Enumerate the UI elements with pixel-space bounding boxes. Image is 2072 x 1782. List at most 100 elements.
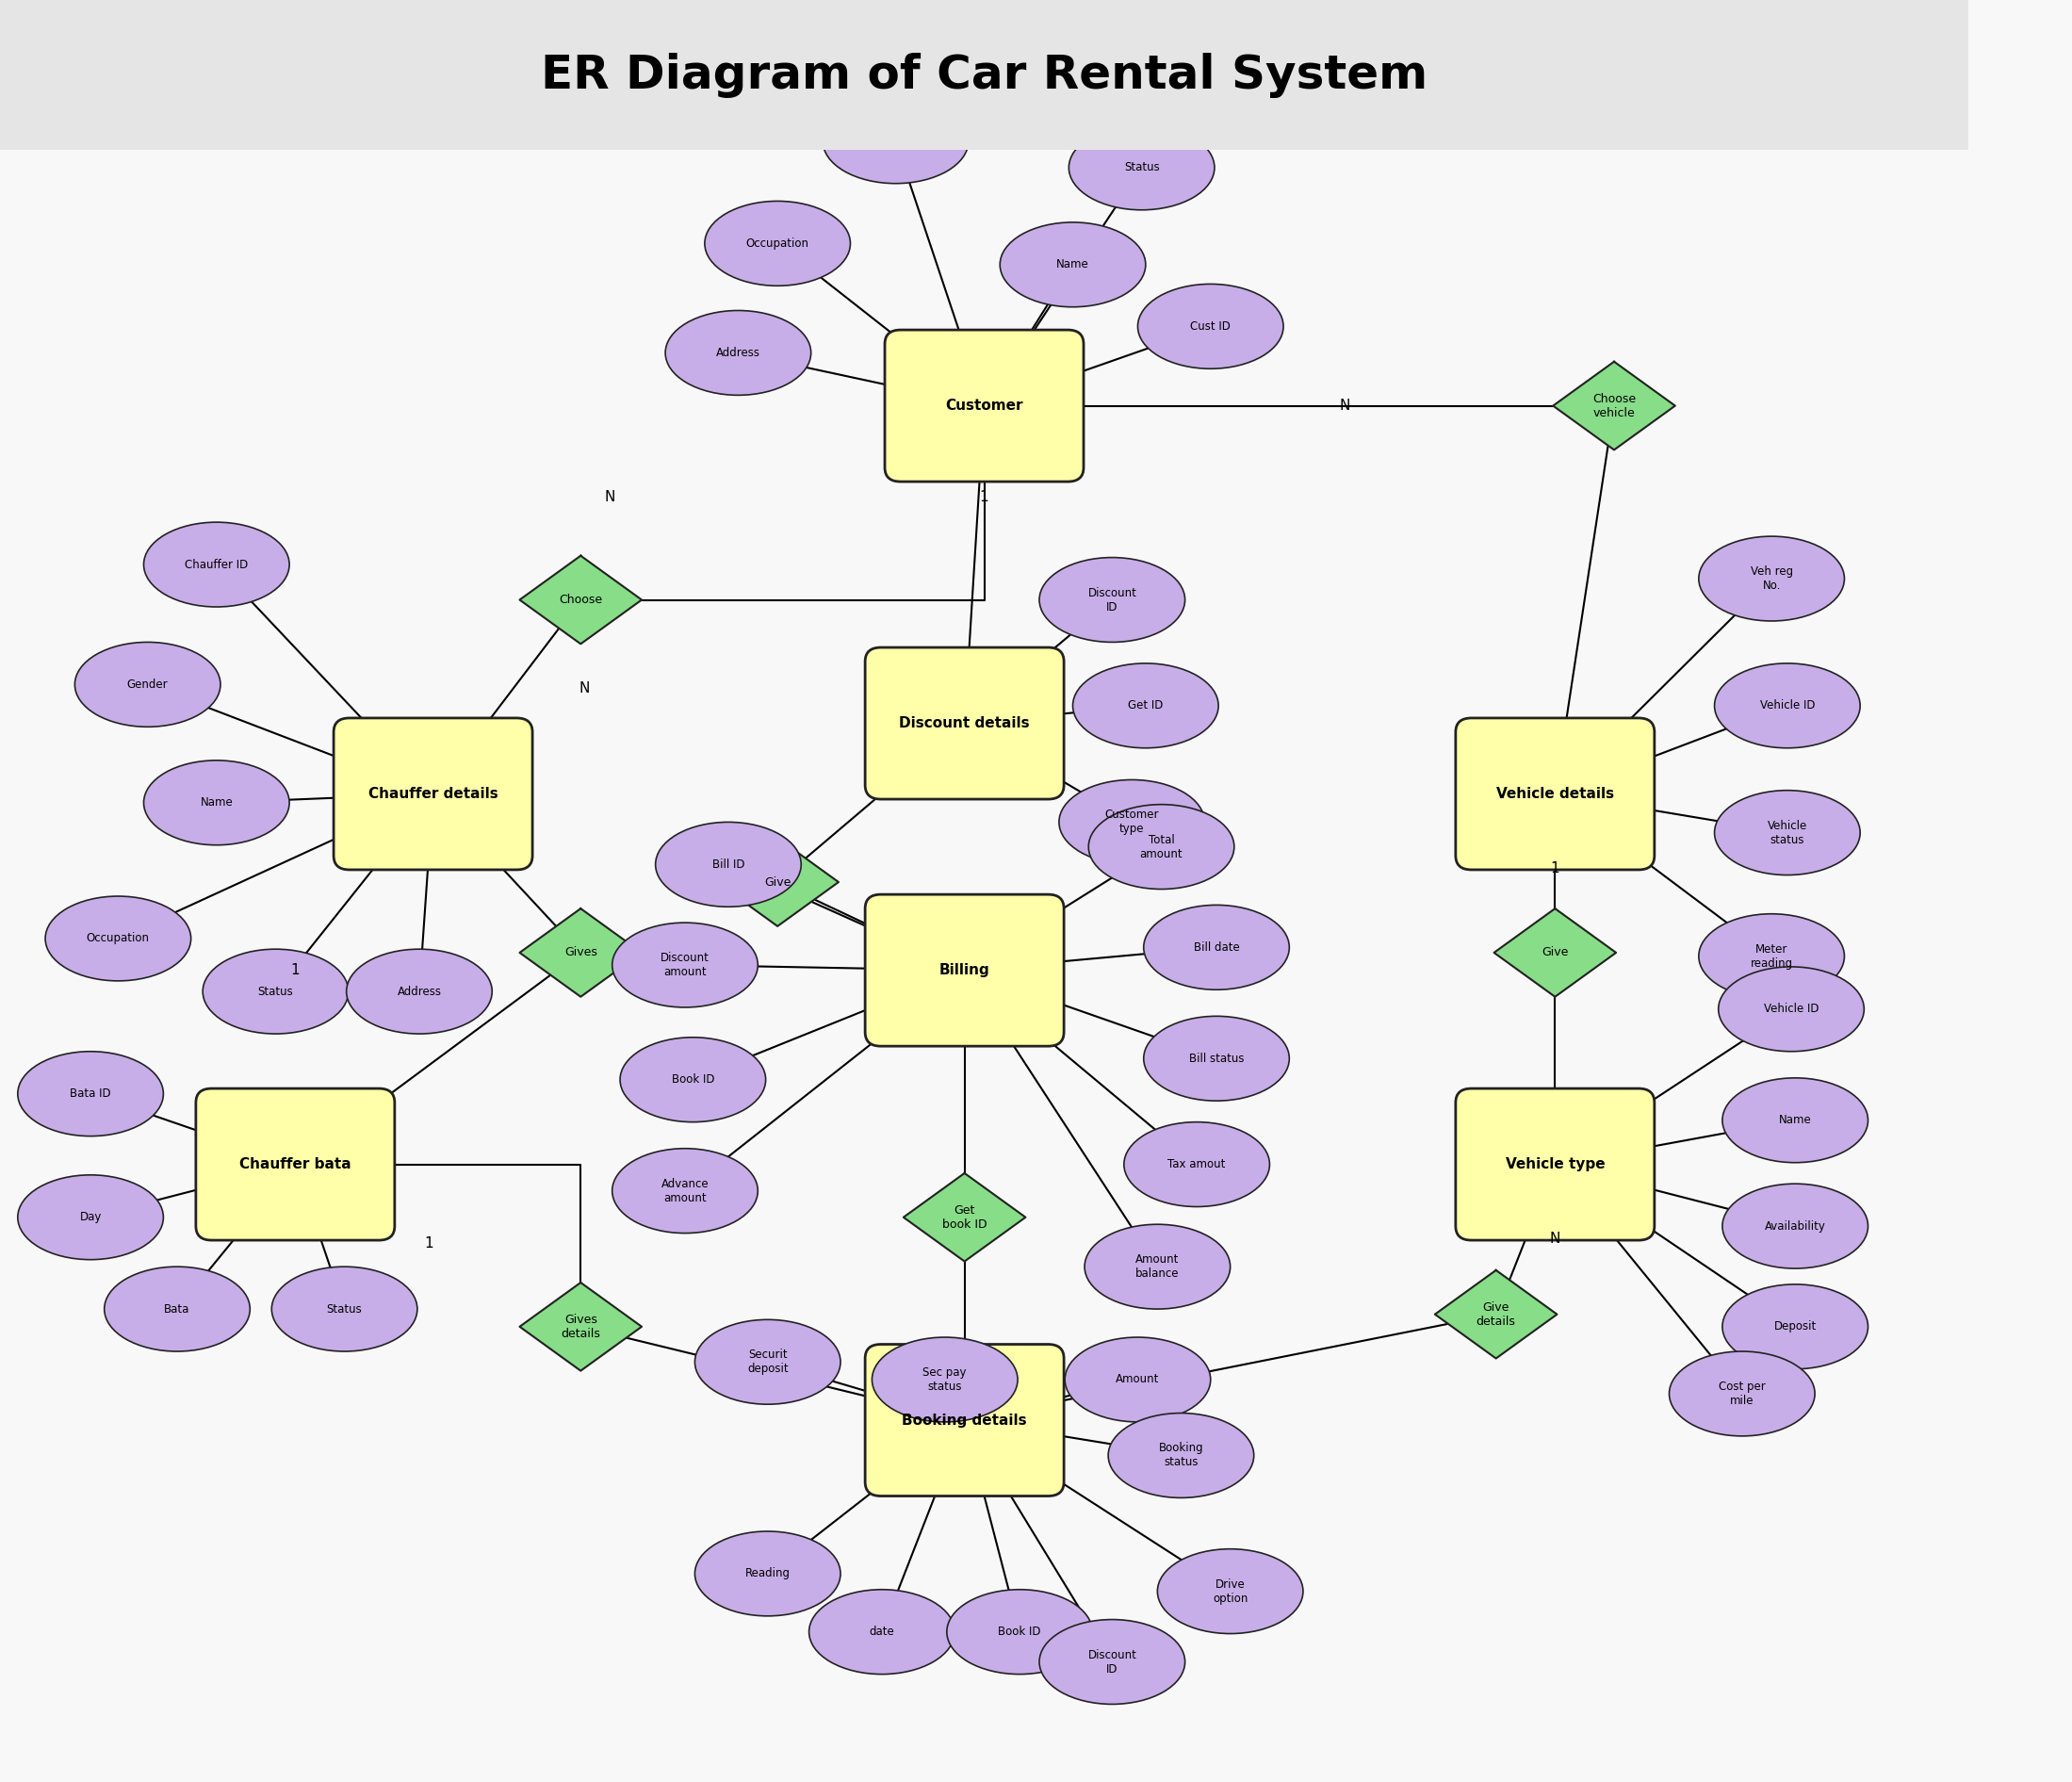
Text: Name: Name (1057, 258, 1090, 271)
Text: Address: Address (398, 985, 441, 998)
Polygon shape (1436, 1271, 1556, 1358)
Polygon shape (520, 556, 642, 643)
FancyBboxPatch shape (885, 330, 1084, 481)
Text: Booking
status: Booking status (1158, 1442, 1204, 1468)
Text: Cost per
mile: Cost per mile (1718, 1381, 1765, 1408)
Text: Chauffer details: Chauffer details (369, 788, 497, 800)
Ellipse shape (947, 1590, 1092, 1675)
Ellipse shape (143, 522, 290, 608)
Text: Chauffer ID: Chauffer ID (184, 558, 249, 570)
Ellipse shape (1059, 781, 1204, 864)
Ellipse shape (1069, 125, 1214, 210)
Text: Veh reg
No.: Veh reg No. (1751, 565, 1792, 592)
Text: Securit
deposit: Securit deposit (748, 1349, 787, 1376)
Text: Billing: Billing (939, 964, 990, 977)
Polygon shape (717, 838, 839, 927)
Text: N: N (605, 490, 615, 504)
Text: Booking details: Booking details (901, 1413, 1028, 1427)
Bar (0, 0, 1968, 150)
Ellipse shape (611, 1148, 758, 1233)
Text: Gender: Gender (874, 135, 916, 148)
Text: Status: Status (1123, 162, 1160, 173)
Polygon shape (520, 1283, 642, 1370)
Text: Occupation: Occupation (87, 932, 149, 944)
FancyBboxPatch shape (334, 718, 533, 870)
Text: Name: Name (1778, 1114, 1811, 1126)
Ellipse shape (1158, 1549, 1303, 1634)
Ellipse shape (19, 1051, 164, 1137)
Ellipse shape (1699, 914, 1844, 998)
Ellipse shape (1073, 663, 1218, 748)
Text: Tax amout: Tax amout (1169, 1158, 1227, 1171)
Ellipse shape (1722, 1183, 1869, 1269)
Text: Meter
reading: Meter reading (1751, 943, 1792, 969)
Text: Customer: Customer (945, 399, 1024, 413)
Text: Choose: Choose (559, 593, 603, 606)
Polygon shape (520, 909, 642, 996)
Text: Total
amount: Total amount (1140, 834, 1183, 861)
Text: 1: 1 (425, 1237, 433, 1251)
Ellipse shape (694, 1531, 841, 1616)
Ellipse shape (271, 1267, 416, 1351)
Text: Sec pay
status: Sec pay status (922, 1367, 968, 1394)
FancyBboxPatch shape (1457, 1089, 1653, 1240)
Text: Get ID: Get ID (1127, 700, 1162, 711)
Ellipse shape (1699, 536, 1844, 620)
Text: Vehicle ID: Vehicle ID (1759, 700, 1815, 711)
Ellipse shape (808, 1590, 955, 1675)
Ellipse shape (75, 642, 220, 727)
Text: Bill date: Bill date (1193, 941, 1239, 953)
Text: Give
details: Give details (1475, 1301, 1517, 1328)
Text: Availability: Availability (1765, 1221, 1825, 1231)
Text: Gives
details: Gives details (562, 1313, 601, 1340)
Ellipse shape (1718, 968, 1865, 1051)
Text: N: N (1550, 1231, 1560, 1246)
Text: N: N (580, 681, 591, 695)
Polygon shape (1494, 909, 1616, 996)
Text: Give: Give (1542, 946, 1569, 959)
Text: Drive
option: Drive option (1212, 1579, 1247, 1604)
Text: Bill ID: Bill ID (713, 859, 744, 871)
Text: Vehicle details: Vehicle details (1496, 788, 1614, 800)
Text: Day: Day (79, 1212, 102, 1224)
Ellipse shape (1001, 223, 1146, 307)
Polygon shape (1554, 362, 1674, 449)
Ellipse shape (203, 950, 348, 1034)
Text: Give: Give (765, 877, 792, 887)
Text: Discount details: Discount details (899, 716, 1030, 731)
Text: Discount
ID: Discount ID (1088, 1648, 1138, 1675)
Text: Cust ID: Cust ID (1191, 321, 1231, 333)
FancyBboxPatch shape (866, 1344, 1063, 1497)
Text: 1: 1 (290, 964, 300, 977)
Ellipse shape (104, 1267, 251, 1351)
Text: Bata: Bata (164, 1303, 191, 1315)
Text: Discount
ID: Discount ID (1088, 586, 1138, 613)
Ellipse shape (1138, 283, 1283, 369)
Text: Status: Status (257, 985, 294, 998)
Ellipse shape (346, 950, 491, 1034)
Ellipse shape (1040, 1620, 1185, 1704)
Text: Gender: Gender (126, 679, 168, 691)
Ellipse shape (1722, 1285, 1869, 1369)
Text: ER Diagram of Car Rental System: ER Diagram of Car Rental System (541, 52, 1428, 98)
Text: Chauffer bata: Chauffer bata (240, 1157, 350, 1171)
Ellipse shape (46, 896, 191, 980)
Ellipse shape (1670, 1351, 1815, 1436)
Text: 1: 1 (1550, 861, 1560, 875)
Ellipse shape (1109, 1413, 1254, 1499)
Text: Get
book ID: Get book ID (943, 1205, 986, 1231)
Text: Name: Name (201, 797, 232, 809)
Text: Vehicle type: Vehicle type (1504, 1157, 1606, 1171)
Text: Vehicle ID: Vehicle ID (1763, 1003, 1819, 1016)
Text: Choose
vehicle: Choose vehicle (1593, 392, 1635, 419)
Text: date: date (870, 1625, 895, 1638)
Text: Deposit: Deposit (1774, 1320, 1817, 1333)
Ellipse shape (1144, 1016, 1289, 1101)
Text: Advance
amount: Advance amount (661, 1178, 709, 1205)
Text: Amount
balance: Amount balance (1135, 1253, 1179, 1279)
Ellipse shape (1144, 905, 1289, 989)
FancyBboxPatch shape (866, 647, 1063, 798)
Ellipse shape (143, 761, 290, 845)
Text: Customer
type: Customer type (1104, 809, 1158, 836)
Text: Discount
amount: Discount amount (661, 952, 709, 978)
